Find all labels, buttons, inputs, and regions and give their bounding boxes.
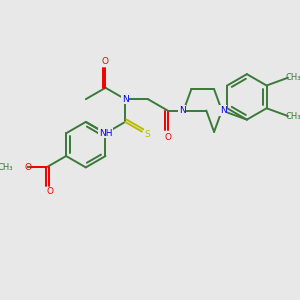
Text: CH₃: CH₃ (285, 112, 300, 121)
Text: S: S (145, 130, 151, 140)
Text: N: N (179, 106, 186, 115)
Text: NH: NH (99, 129, 112, 138)
Text: O: O (102, 57, 109, 66)
Text: O: O (47, 187, 54, 196)
Text: O: O (25, 163, 32, 172)
Text: N: N (122, 95, 129, 104)
Text: CH₃: CH₃ (285, 73, 300, 82)
Text: O: O (164, 133, 171, 142)
Text: CH₃: CH₃ (0, 163, 13, 172)
Text: N: N (220, 106, 226, 115)
